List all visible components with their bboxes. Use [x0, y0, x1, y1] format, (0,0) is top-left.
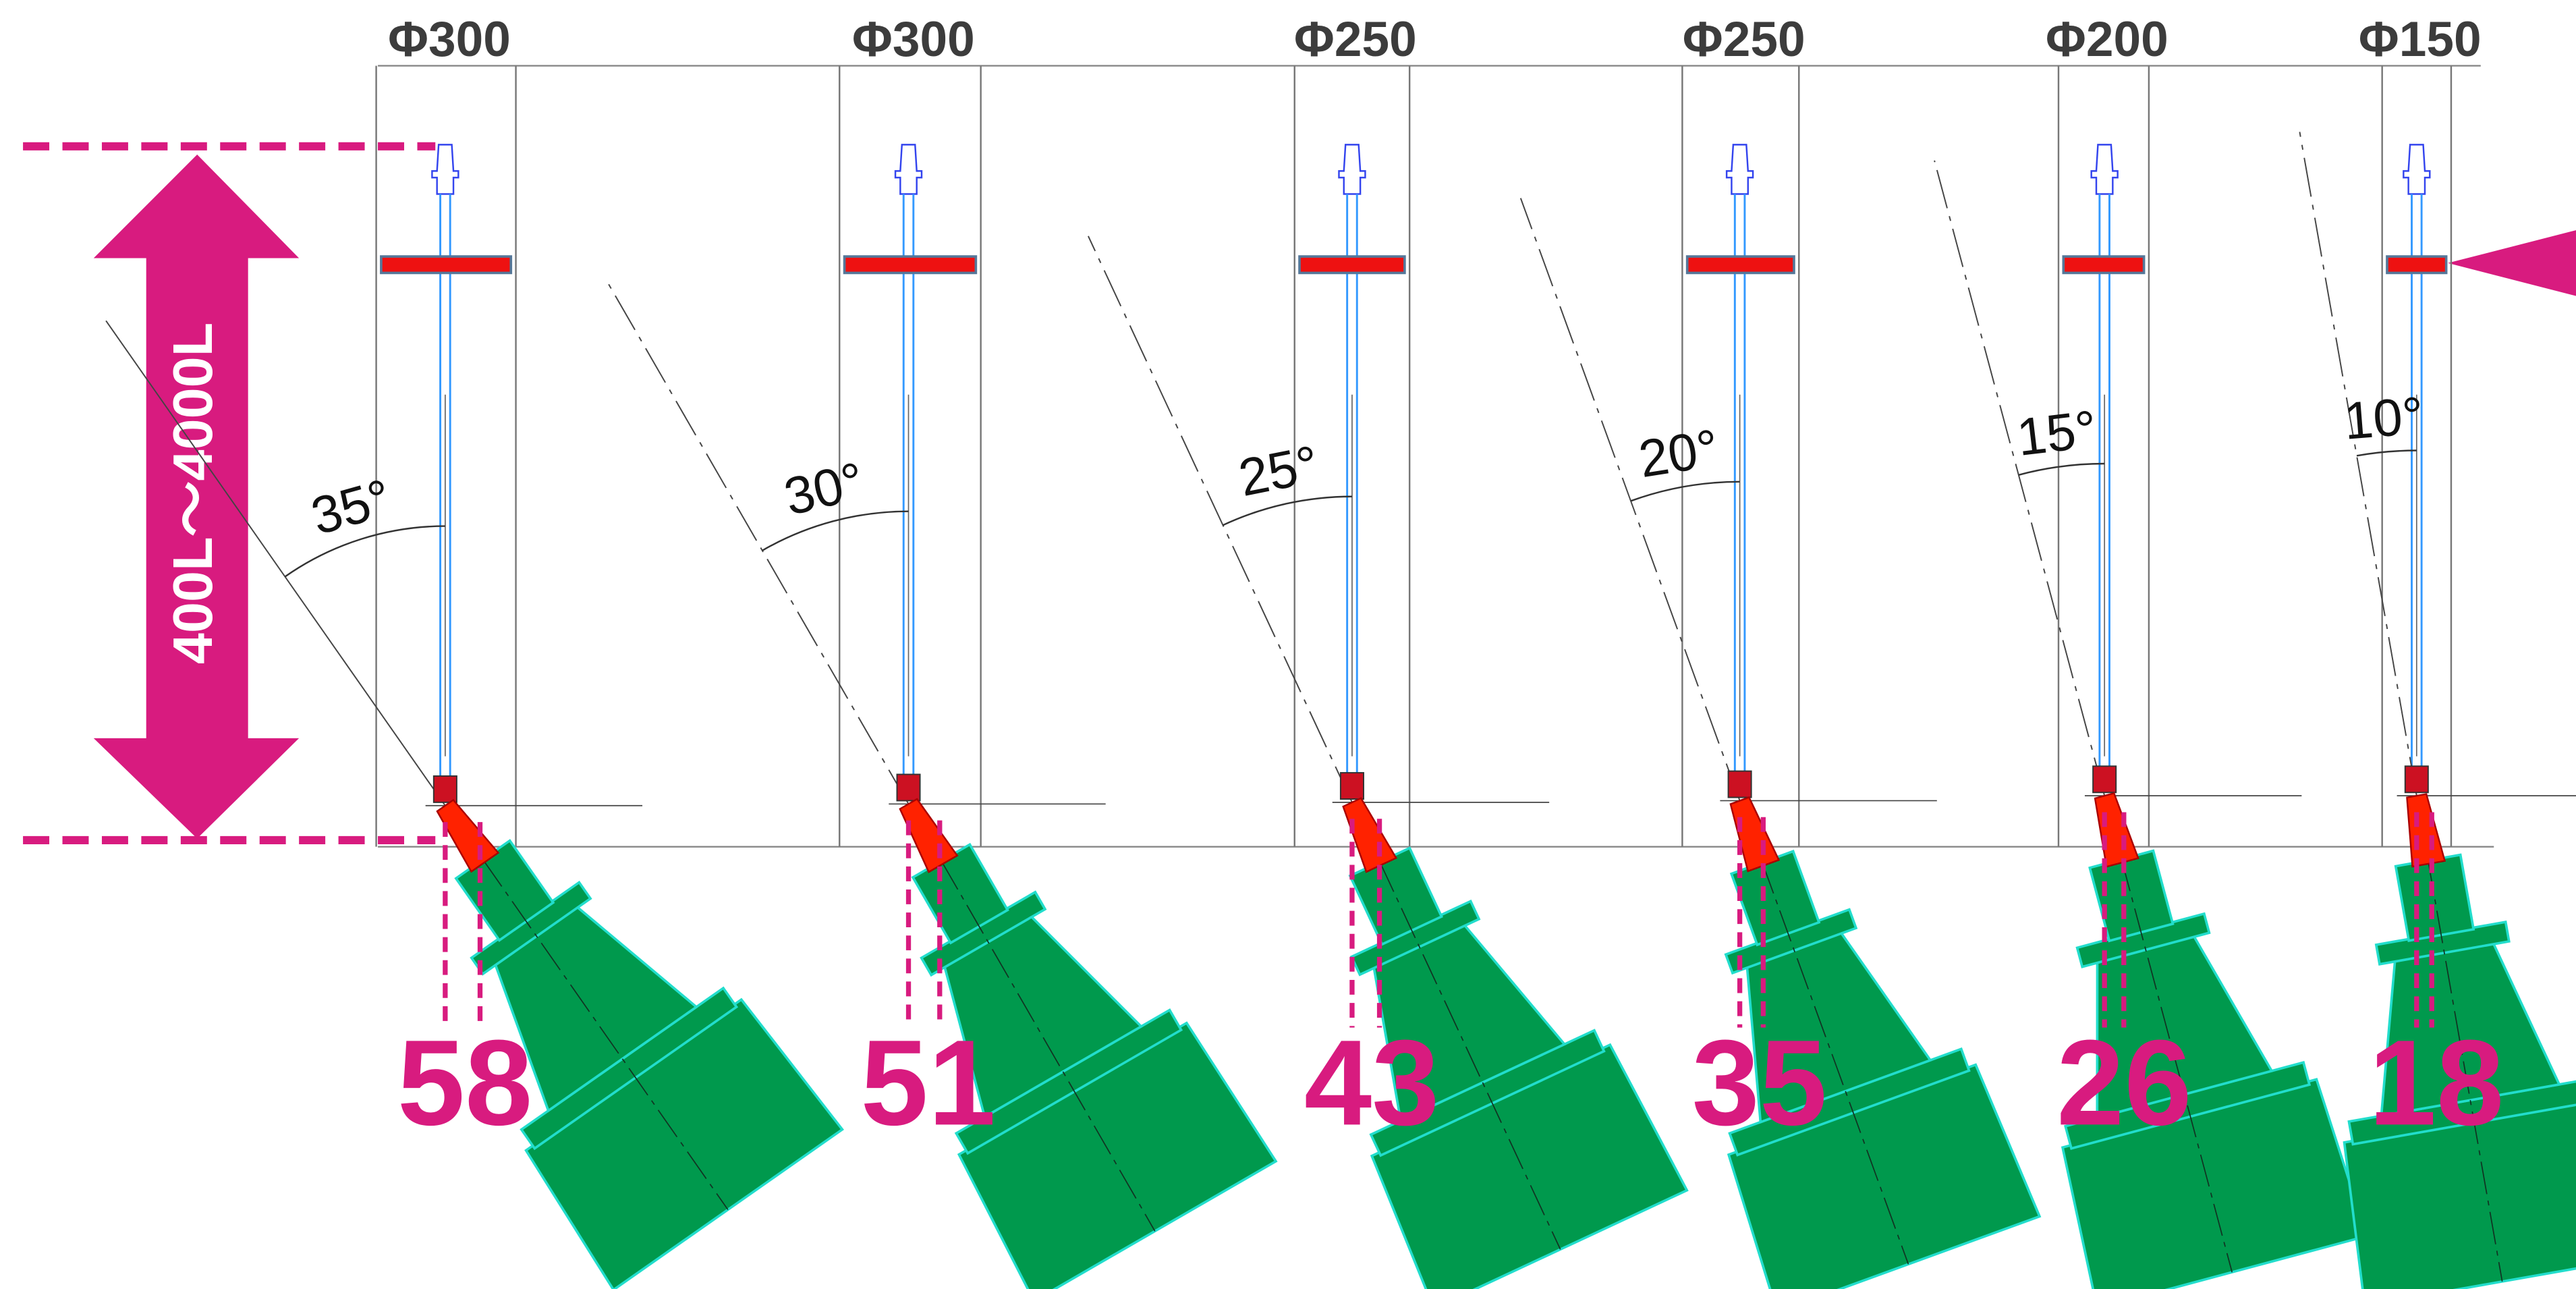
angle-label: 20°: [1635, 418, 1723, 489]
red-plate: [1685, 255, 1795, 275]
valve-column: Φ250 20° 35: [1519, 12, 2042, 1289]
red-plate: [1298, 255, 1406, 275]
valve-red: [1342, 797, 1397, 873]
red-block: [432, 775, 457, 803]
offset-value: 43: [1304, 1015, 1439, 1151]
rod-top: [2090, 144, 2119, 195]
valve: [1342, 797, 1689, 1289]
valve: [899, 798, 1278, 1289]
valve: [1724, 796, 2042, 1289]
angle-label: 15°: [2014, 399, 2100, 467]
red-plate: [2062, 255, 2146, 275]
valve-axis: [2121, 859, 2233, 1273]
red-block: [896, 773, 921, 802]
red-block: [2092, 765, 2117, 794]
angle-line: [1934, 160, 2106, 796]
angle-label: 10°: [2342, 385, 2426, 451]
valve-red: [1729, 796, 1781, 873]
offset-value: 51: [861, 1015, 996, 1151]
angle-line: [1519, 198, 1741, 801]
valve-red: [2094, 792, 2139, 868]
valve-axis: [2427, 860, 2503, 1282]
valve-axis: [1762, 862, 1909, 1265]
angle-arc: [1630, 481, 1740, 502]
range-arrow: [93, 155, 300, 839]
diameter-label: Φ300: [852, 12, 975, 67]
valve-axis: [941, 860, 1156, 1232]
valve-column: Φ200 15° 26: [1934, 12, 2369, 1289]
angle-label: 35°: [305, 467, 397, 546]
rod-top: [2403, 144, 2431, 195]
valve-neck: [2394, 853, 2475, 943]
valve-column: Φ250 25° 43: [1088, 12, 1689, 1289]
diameter-label: Φ300: [388, 12, 511, 67]
angle-arc: [762, 510, 909, 551]
angle-arc: [284, 525, 445, 578]
angle-line: [1088, 236, 1353, 803]
valve: [436, 798, 845, 1289]
offset-value: 18: [2369, 1015, 2504, 1151]
red-plate: [380, 255, 513, 275]
valve-column: Φ300 30° 51: [604, 12, 1278, 1289]
offset-value: 58: [397, 1015, 532, 1151]
red-block: [2404, 765, 2429, 794]
rod-top: [431, 144, 459, 195]
valve: [2061, 792, 2369, 1289]
valve-axis: [1379, 861, 1561, 1250]
rod-top: [1725, 144, 1754, 195]
angle-line: [604, 277, 909, 804]
offset-value: 35: [1692, 1015, 1827, 1151]
rod-top: [1338, 144, 1366, 195]
diameter-label: Φ250: [1683, 12, 1805, 67]
range-label: 400L～4000L: [161, 323, 224, 664]
red-block: [1727, 770, 1752, 798]
valve-red: [436, 798, 500, 873]
valve: [2343, 793, 2576, 1289]
angle-label: 25°: [1234, 434, 1324, 508]
valve-red: [899, 798, 959, 873]
pointer: [2448, 230, 2576, 296]
offset-value: 26: [2056, 1015, 2191, 1151]
valve-axis: [482, 859, 729, 1210]
angle-arc: [1223, 495, 1352, 526]
angle-arc: [2018, 462, 2105, 476]
angle-label: 30°: [779, 450, 870, 526]
valve-column: Φ150 10° 18: [2299, 12, 2576, 1289]
diameter-label: Φ200: [2046, 12, 2168, 67]
rod-top: [894, 144, 923, 195]
red-plate: [843, 255, 978, 275]
angle-line: [105, 320, 446, 806]
valve-column: Φ300 35° 58: [105, 12, 845, 1289]
angle-arc: [2356, 449, 2417, 457]
red-block: [1339, 772, 1364, 800]
diameter-label: Φ150: [2359, 12, 2482, 67]
red-plate: [2386, 255, 2448, 275]
valve-red: [2406, 793, 2446, 868]
diameter-label: Φ250: [1294, 12, 1417, 67]
angle-line: [2299, 132, 2417, 796]
